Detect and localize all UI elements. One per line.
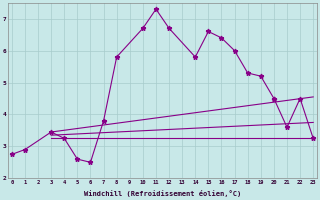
X-axis label: Windchill (Refroidissement éolien,°C): Windchill (Refroidissement éolien,°C) [84,190,241,197]
